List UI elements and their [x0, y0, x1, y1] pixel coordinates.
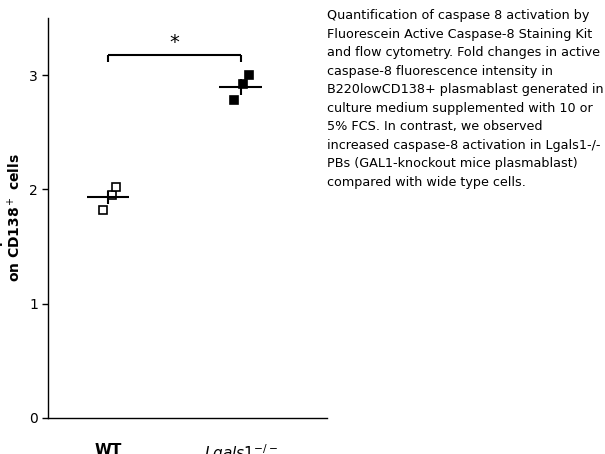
Text: $\it{Lgals1}^{-/-}$: $\it{Lgals1}^{-/-}$ — [203, 443, 278, 454]
Y-axis label: Caspase 8 MFI
on CD138$^+$ cells: Caspase 8 MFI on CD138$^+$ cells — [0, 153, 24, 282]
Text: *: * — [169, 34, 179, 52]
Text: Quantification of caspase 8 activation by Fluorescein Active Caspase-8 Staining : Quantification of caspase 8 activation b… — [327, 9, 603, 188]
Text: WT: WT — [94, 443, 122, 454]
